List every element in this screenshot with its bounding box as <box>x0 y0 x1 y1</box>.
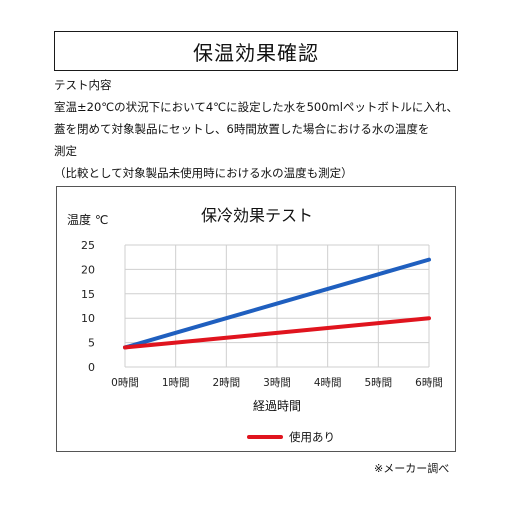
test-content-heading: テスト内容 <box>54 78 112 92</box>
x-tick-label: 2時間 <box>212 377 240 389</box>
x-tick-label: 3時間 <box>263 377 291 389</box>
x-tick-label: 6時間 <box>415 377 443 389</box>
series-line-1 <box>123 257 431 350</box>
x-tick-label: 0時間 <box>111 377 139 389</box>
description-line-1: 室温±20℃の状況下において4℃に設定した水を500mlペットボトルに入れ、 <box>54 100 459 114</box>
description-line-2: 蓋を閉めて対象製品にセットし、6時間放置した場合における水の温度を <box>54 122 430 136</box>
description-line-3: 測定 <box>54 144 77 158</box>
x-tick-label: 1時間 <box>162 377 190 389</box>
footnote: ※メーカー調べ <box>374 462 450 475</box>
y-tick-label: 10 <box>81 312 95 325</box>
x-tick-label: 5時間 <box>364 377 392 389</box>
legend-label: 使用あり <box>289 430 335 444</box>
x-axis-label: 経過時間 <box>253 399 301 413</box>
chart-title: 保冷効果テスト <box>201 206 313 225</box>
y-tick-label: 15 <box>81 288 95 301</box>
chart-frame: 0 5 10 15 20 25 0時間 1時間 2時間 3時間 4時間 5時間 6時間 保冷効果テスト 温度… <box>56 186 456 452</box>
y-tick-label: 0 <box>88 361 95 374</box>
y-tick-label: 20 <box>81 263 95 276</box>
y-tick-label: 25 <box>81 239 95 252</box>
description-line-4: （比較として対象製品未使用時における水の温度も測定） <box>54 166 353 180</box>
y-tick-label: 5 <box>88 337 95 350</box>
series-line-2 <box>123 316 431 350</box>
x-tick-label: 4時間 <box>314 377 342 389</box>
chart-canvas: 0 5 10 15 20 25 0時間 1時間 2時間 3時間 4時間 5時間 6時間 保冷効果テスト 温度… <box>67 206 443 444</box>
page-title: 保温効果確認 <box>54 31 458 71</box>
y-axis-label: 温度 ℃ <box>67 212 108 227</box>
